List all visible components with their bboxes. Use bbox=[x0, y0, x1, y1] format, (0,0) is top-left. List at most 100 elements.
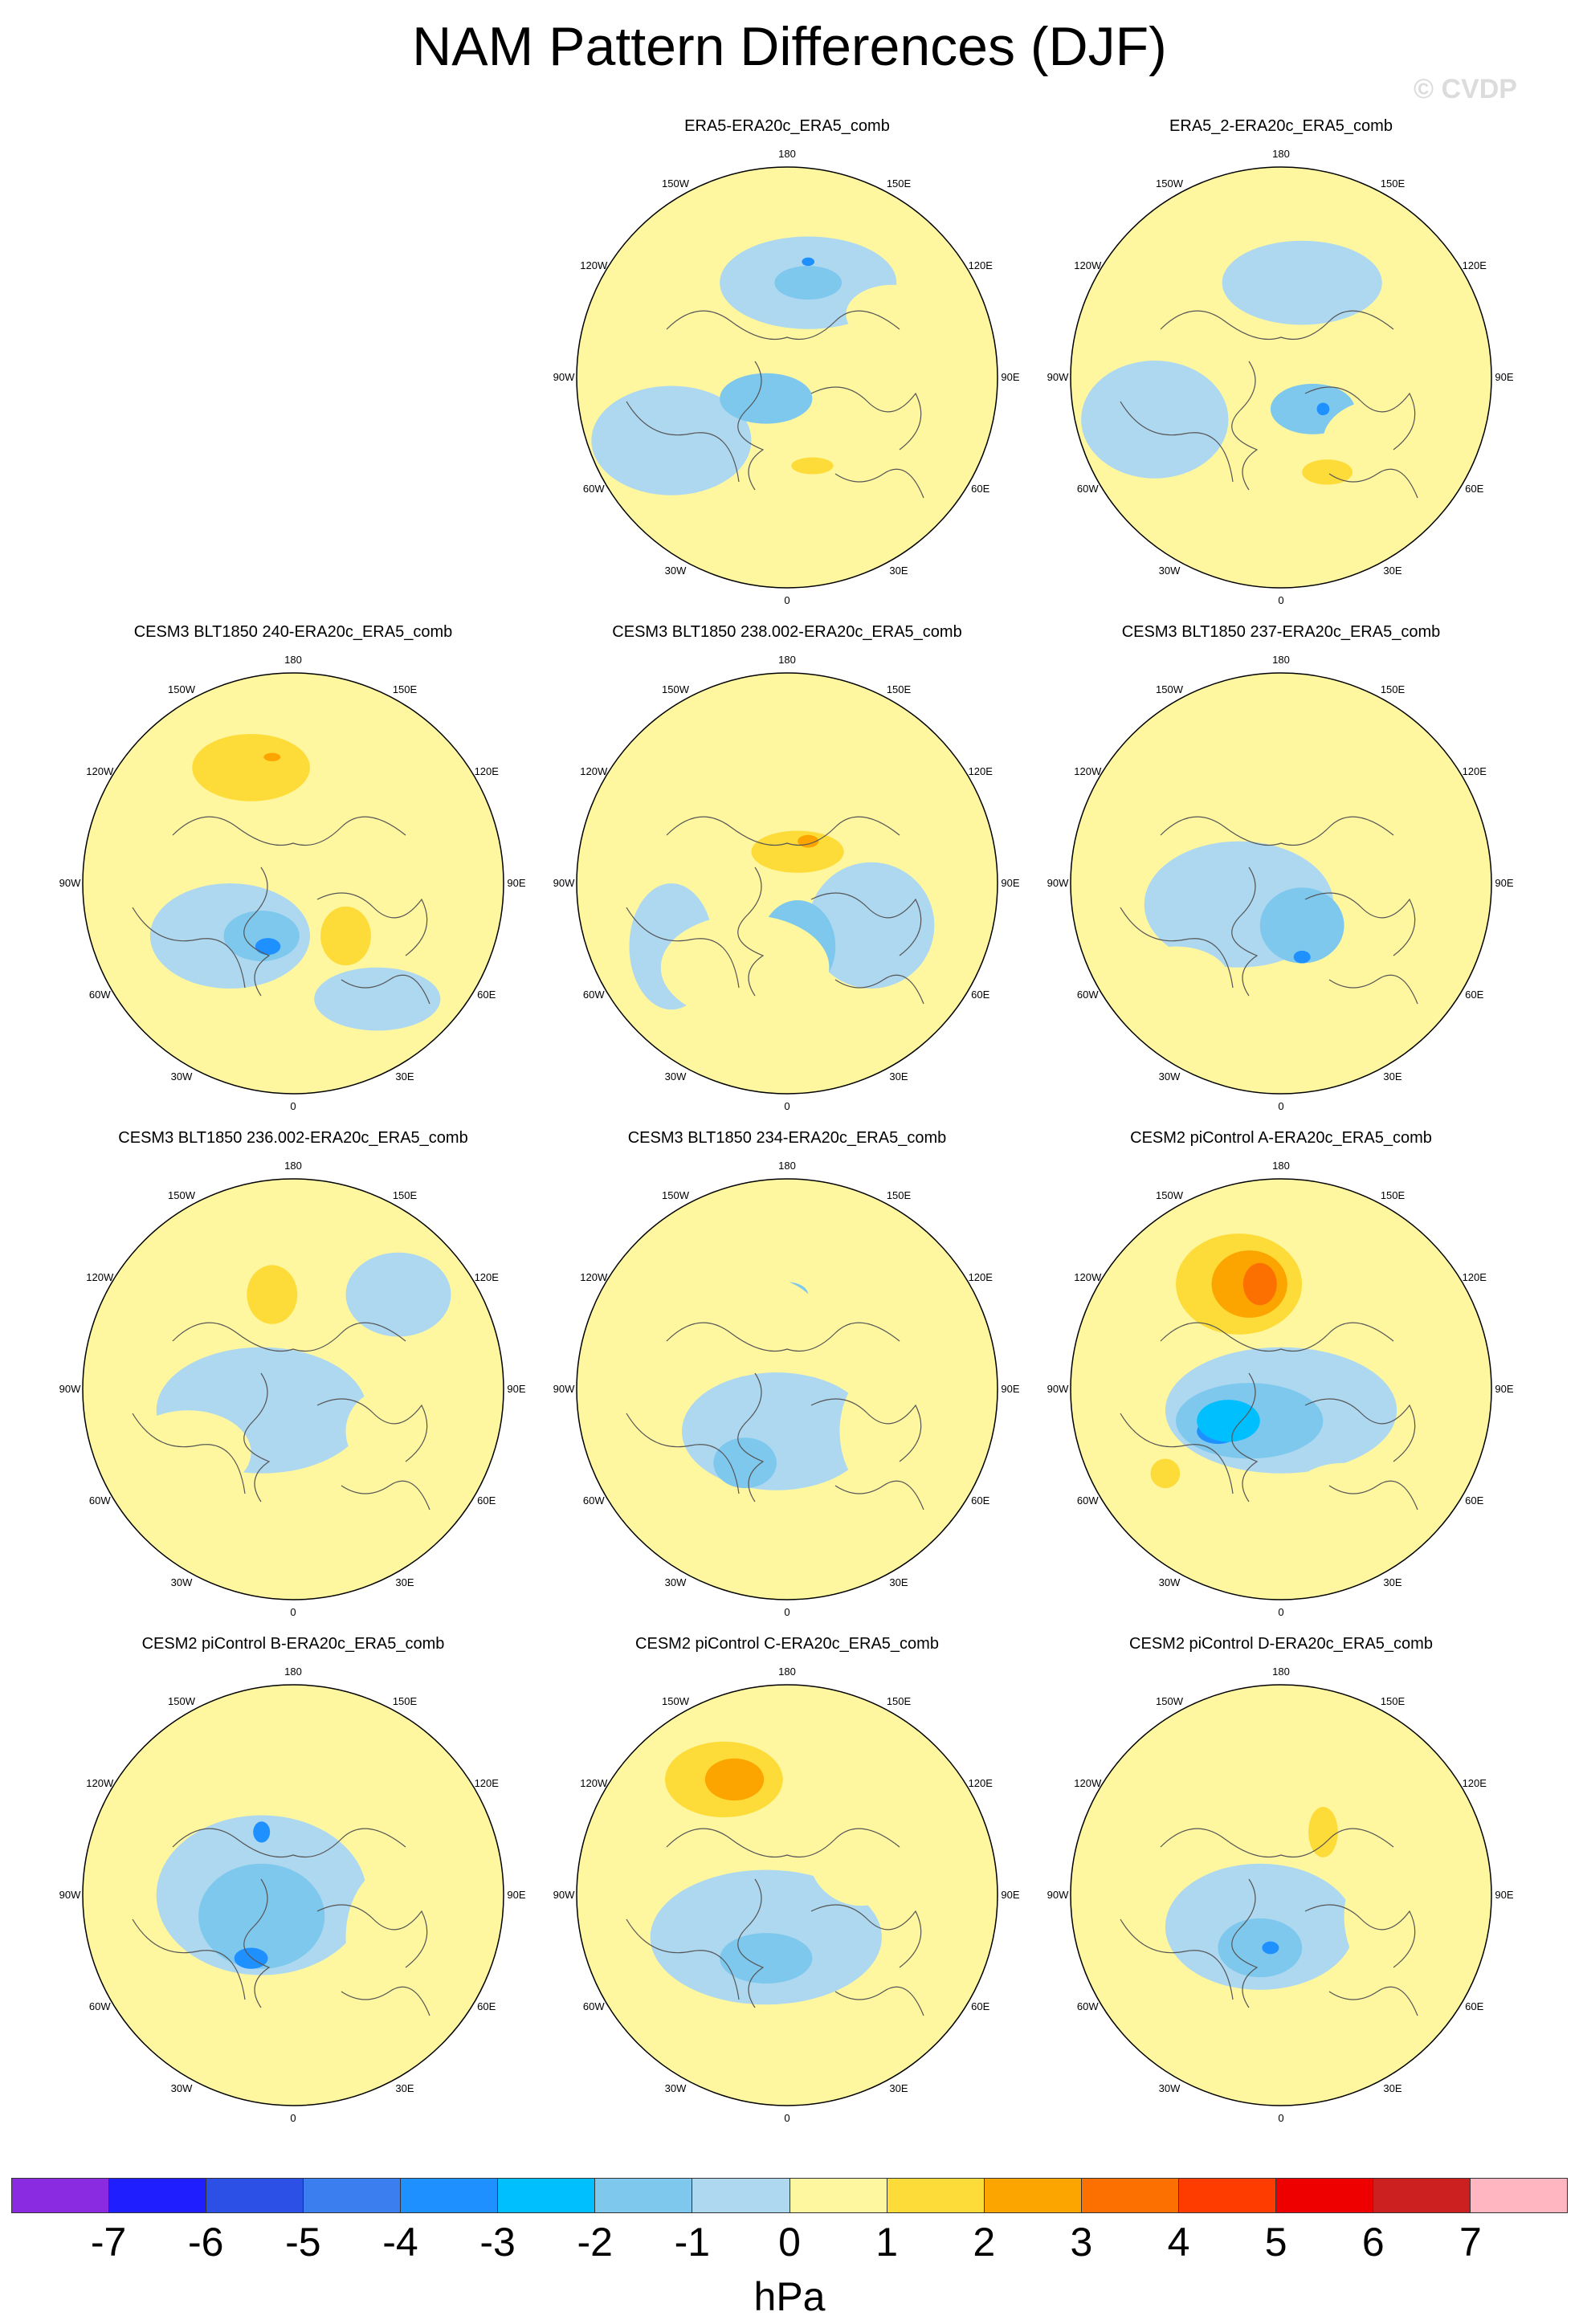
polar-map: 180 150E 120E 90E 60E 30E 0 30W 60W 90W 120W 150W bbox=[553, 1160, 1020, 1618]
colorbar-tick: 3 bbox=[1070, 2220, 1093, 2265]
longitude-label: 30W bbox=[1159, 1576, 1181, 1588]
longitude-label: 60W bbox=[583, 1494, 605, 1507]
colorbar-tick: 2 bbox=[973, 2220, 996, 2265]
panel-title: CESM2 piControl A-ERA20c_ERA5_comb bbox=[1130, 1129, 1432, 1147]
anomaly-contour bbox=[345, 1863, 451, 2012]
coastline bbox=[1160, 1828, 1394, 1858]
longitude-label: 60E bbox=[1465, 1494, 1483, 1507]
longitude-label: 180 bbox=[284, 1666, 302, 1678]
colorbar-units: hPa bbox=[753, 2274, 826, 2319]
coastline bbox=[132, 1918, 246, 2000]
coastline bbox=[737, 1372, 765, 1502]
longitude-label: 30E bbox=[395, 1576, 414, 1588]
map-border bbox=[82, 672, 504, 1095]
longitude-label: 120W bbox=[1074, 765, 1102, 777]
longitude-label: 60W bbox=[1077, 483, 1099, 495]
coastline bbox=[1120, 1918, 1234, 2000]
longitude-label: 60E bbox=[971, 989, 989, 1001]
colorbar-swatch bbox=[1081, 2179, 1179, 2212]
longitude-label: 30W bbox=[665, 1576, 687, 1588]
longitude-label: 120W bbox=[86, 1271, 114, 1283]
colorbar-tick: 5 bbox=[1264, 2220, 1287, 2265]
anomaly-contour bbox=[1081, 361, 1229, 479]
coastline bbox=[626, 907, 740, 989]
coastline bbox=[1120, 1413, 1234, 1494]
longitude-label: 90W bbox=[553, 1383, 575, 1395]
coastline bbox=[626, 1413, 740, 1494]
longitude-label: 120E bbox=[475, 1271, 500, 1283]
colorbar-tick: -3 bbox=[479, 2220, 516, 2265]
anomaly-contour bbox=[1259, 887, 1344, 964]
coastline bbox=[341, 1986, 430, 2016]
longitude-label: 0 bbox=[290, 1606, 296, 1618]
longitude-label: 60W bbox=[89, 2000, 111, 2012]
anomaly-contour bbox=[808, 1800, 914, 1906]
anomaly-contour bbox=[124, 1410, 251, 1494]
figure-title: NAM Pattern Differences (DJF) bbox=[412, 16, 1167, 77]
longitude-label: 120E bbox=[1463, 765, 1487, 777]
coastline bbox=[737, 361, 765, 491]
longitude-label: 150E bbox=[393, 1695, 418, 1707]
coastline bbox=[666, 816, 900, 846]
longitude-label: 150W bbox=[662, 1189, 690, 1201]
coastline bbox=[1328, 468, 1418, 499]
polar-map: 180 150E 120E 90E 60E 30E 0 30W 60W 90W 120W 150W bbox=[1047, 654, 1514, 1112]
longitude-label: 90W bbox=[1047, 1383, 1069, 1395]
map-border bbox=[576, 166, 998, 589]
coastline bbox=[1328, 1480, 1418, 1511]
colorbar-swatch bbox=[109, 2179, 207, 2212]
coastline bbox=[1231, 866, 1259, 997]
anomaly-contour bbox=[839, 1368, 924, 1494]
anomaly-contour bbox=[320, 906, 371, 966]
longitude-label: 30E bbox=[1383, 565, 1402, 577]
anomaly-contour bbox=[314, 967, 441, 1031]
longitude-label: 60W bbox=[1077, 989, 1099, 1001]
colorbar-swatch bbox=[401, 2179, 499, 2212]
colorbar-tick: -2 bbox=[577, 2220, 613, 2265]
longitude-label: 0 bbox=[290, 2112, 296, 2124]
coastline bbox=[810, 1904, 922, 1968]
colorbar-swatch bbox=[12, 2179, 110, 2212]
anomaly-contour bbox=[798, 834, 819, 848]
longitude-label: 180 bbox=[778, 1666, 796, 1678]
longitude-label: 0 bbox=[1278, 2112, 1283, 2124]
longitude-label: 90E bbox=[507, 877, 525, 889]
longitude-label: 90E bbox=[1001, 1383, 1019, 1395]
anomaly-contour bbox=[1291, 1462, 1397, 1527]
longitude-label: 60E bbox=[1465, 989, 1483, 1001]
coastline bbox=[1304, 1398, 1416, 1462]
anomaly-contour bbox=[846, 284, 939, 345]
longitude-label: 60E bbox=[477, 989, 496, 1001]
polar-map: 180 150E 120E 90E 60E 30E 0 30W 60W 90W 120W 150W bbox=[59, 654, 526, 1112]
coastline bbox=[172, 1828, 406, 1858]
panel-title: CESM3 BLT1850 240-ERA20c_ERA5_comb bbox=[133, 623, 453, 641]
colorbar-swatch bbox=[1275, 2179, 1373, 2212]
map-border bbox=[82, 1178, 504, 1600]
polar-map: 180 150E 120E 90E 60E 30E 0 30W 60W 90W 120W 150W bbox=[1047, 148, 1514, 606]
map-border bbox=[82, 1684, 504, 2106]
longitude-label: 90W bbox=[59, 1889, 81, 1901]
longitude-label: 0 bbox=[1278, 1606, 1283, 1618]
longitude-label: 120E bbox=[1463, 1777, 1487, 1789]
colorbar-swatch bbox=[1373, 2179, 1471, 2212]
longitude-label: 60W bbox=[89, 989, 111, 1001]
polar-map: 180 150E 120E 90E 60E 30E 0 30W 60W 90W 120W 150W bbox=[553, 1666, 1020, 2124]
anomaly-contour bbox=[234, 1947, 268, 1969]
anomaly-contour bbox=[1308, 1806, 1338, 1857]
longitude-label: 90W bbox=[553, 1889, 575, 1901]
longitude-label: 120W bbox=[580, 1271, 608, 1283]
longitude-label: 90E bbox=[1001, 877, 1019, 889]
anomaly-contour bbox=[1154, 1758, 1303, 1843]
longitude-label: 180 bbox=[1272, 654, 1290, 666]
longitude-label: 150E bbox=[887, 1695, 912, 1707]
longitude-label: 90E bbox=[1001, 1889, 1019, 1901]
longitude-label: 120E bbox=[969, 765, 994, 777]
longitude-label: 120W bbox=[580, 1777, 608, 1789]
anomaly-contour bbox=[751, 830, 844, 873]
colorbar bbox=[11, 2178, 1568, 2213]
longitude-label: 150W bbox=[168, 1189, 196, 1201]
map-panel: CESM3 BLT1850 236.002-ERA20c_ERA5_comb 18… bbox=[36, 1128, 550, 1642]
colorbar-swatch bbox=[1178, 2179, 1276, 2212]
map-border bbox=[1070, 166, 1492, 589]
colorbar-tick: -1 bbox=[674, 2220, 711, 2265]
